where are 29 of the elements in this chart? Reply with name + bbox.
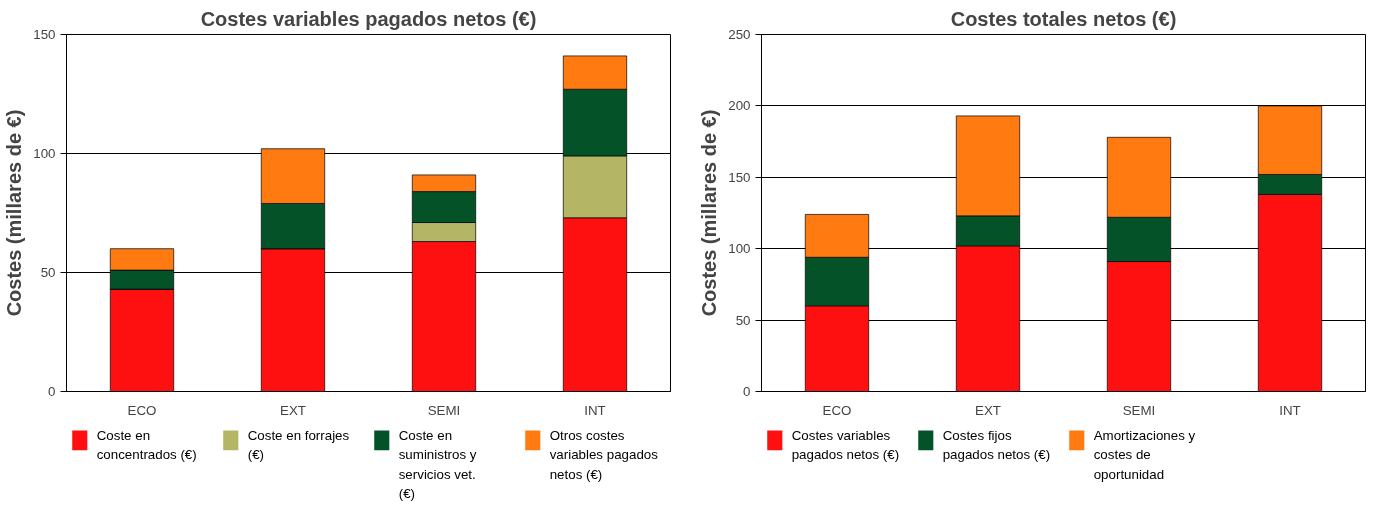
x-tick-label: SEMI (427, 402, 461, 418)
x-tick-label: EXT (280, 402, 306, 418)
y-tick-label: 0 (48, 384, 56, 399)
y-tick-label: 150 (33, 27, 56, 42)
y-tick-label: 50 (40, 265, 56, 280)
legend-label: Amortizaciones y costes de oportunidad (1093, 427, 1196, 482)
legend-label: Coste en forrajes (€) (247, 427, 350, 463)
legend-label: Costes fijos pagados netos (€) (942, 427, 1051, 463)
y-tick-label: 150 (728, 169, 751, 185)
x-tick-label: ECO (822, 402, 852, 418)
x-tick-label: INT (584, 402, 606, 418)
x-tick-label: SEMI (1122, 402, 1156, 418)
legend-label: Otros costes variables pagados netos (€) (549, 427, 659, 482)
y-tick-label: 200 (728, 98, 751, 114)
y-tick-label: 100 (33, 146, 56, 161)
legend-label: Coste en concentrados (€) (96, 427, 197, 463)
x-tick-label: EXT (975, 402, 1001, 418)
legend-label: Coste en suministros y servicios vet. (€) (398, 427, 477, 502)
y-tick-label: 250 (728, 27, 751, 42)
x-tick-label: ECO (127, 402, 157, 418)
chart-title: Costes totales netos (€) (950, 7, 1177, 30)
y-axis-title: Costes (millares de €) (698, 109, 721, 317)
text: Costes variables pagados netos (€) (791, 427, 900, 463)
y-tick-label: 100 (728, 241, 751, 257)
chart-title: Costes variables pagados netos (€) (200, 7, 537, 30)
y-axis-title: Costes (millares de €) (3, 109, 26, 317)
y-tick-label: 50 (735, 312, 751, 328)
y-tick-label: 0 (743, 384, 751, 399)
x-tick-label: INT (1279, 402, 1301, 418)
